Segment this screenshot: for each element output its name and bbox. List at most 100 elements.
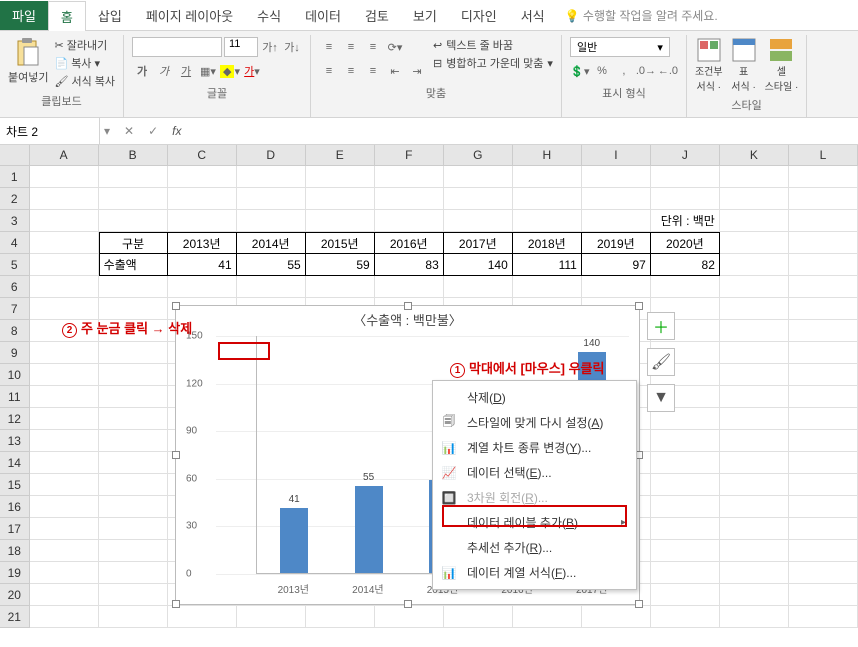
cell[interactable] (651, 188, 720, 210)
cell[interactable] (513, 606, 582, 628)
cell[interactable] (720, 166, 789, 188)
align-left[interactable]: ≡ (319, 61, 339, 81)
cell[interactable] (720, 364, 789, 386)
cell[interactable] (651, 562, 720, 584)
underline-button[interactable]: 가 (176, 61, 196, 81)
cell[interactable] (99, 364, 168, 386)
cell[interactable] (651, 496, 720, 518)
cell[interactable] (513, 166, 582, 188)
increase-font-button[interactable]: 가↑ (260, 37, 280, 57)
cell[interactable] (168, 606, 237, 628)
cell[interactable] (720, 232, 789, 254)
cell[interactable] (789, 430, 858, 452)
cell[interactable] (99, 518, 168, 540)
row-header[interactable]: 5 (0, 254, 30, 276)
bar[interactable]: 41 (280, 508, 308, 573)
cell[interactable] (651, 606, 720, 628)
row-header[interactable]: 4 (0, 232, 30, 254)
cell[interactable] (306, 188, 375, 210)
decrease-decimal[interactable]: ←.0 (658, 61, 678, 81)
cell[interactable] (99, 408, 168, 430)
cell[interactable] (375, 276, 444, 298)
cell[interactable] (30, 474, 99, 496)
cell[interactable]: 2014년 (237, 232, 306, 254)
row-header[interactable]: 7 (0, 298, 30, 320)
cell[interactable] (789, 408, 858, 430)
cell[interactable] (30, 452, 99, 474)
cell[interactable]: 97 (582, 254, 651, 276)
cell[interactable] (375, 188, 444, 210)
cell[interactable] (30, 254, 99, 276)
cell[interactable] (30, 606, 99, 628)
border-button[interactable]: ▦▾ (198, 61, 218, 81)
cell[interactable] (30, 298, 99, 320)
resize-handle[interactable] (172, 302, 180, 310)
align-right[interactable]: ≡ (363, 61, 383, 81)
merge-center-button[interactable]: ⊟병합하고 가운데 맞춤 ▾ (433, 55, 553, 71)
cell[interactable] (237, 276, 306, 298)
row-header[interactable]: 9 (0, 342, 30, 364)
table-format-button[interactable]: 표 서식 · (731, 37, 757, 93)
cell[interactable] (99, 584, 168, 606)
tab-insert[interactable]: 삽입 (86, 1, 134, 30)
tab-formula[interactable]: 수식 (245, 1, 293, 30)
col-header[interactable]: I (582, 145, 651, 165)
indent-dec[interactable]: ⇤ (385, 61, 405, 81)
cell[interactable] (375, 210, 444, 232)
cell[interactable] (30, 386, 99, 408)
cell[interactable] (99, 474, 168, 496)
cell[interactable] (99, 276, 168, 298)
cell[interactable] (99, 386, 168, 408)
ctx-reset-style[interactable]: 🗐스타일에 맞게 다시 설정(A) (433, 410, 636, 435)
fx-icon[interactable]: fx (172, 124, 181, 138)
ctx-format-series[interactable]: 📊데이터 계열 서식(F)... (433, 560, 636, 585)
cell[interactable] (237, 210, 306, 232)
tab-review[interactable]: 검토 (353, 1, 401, 30)
cell[interactable]: 2020년 (651, 232, 720, 254)
cell[interactable]: 2016년 (375, 232, 444, 254)
row-header[interactable]: 21 (0, 606, 30, 628)
cell[interactable] (444, 606, 513, 628)
cell[interactable]: 2017년 (444, 232, 513, 254)
cell[interactable] (99, 342, 168, 364)
ctx-select-data[interactable]: 📈데이터 선택(E)... (433, 460, 636, 485)
cell[interactable] (720, 408, 789, 430)
row-header[interactable]: 12 (0, 408, 30, 430)
col-header[interactable]: J (651, 145, 720, 165)
col-header[interactable]: C (168, 145, 237, 165)
cell[interactable] (720, 188, 789, 210)
cell[interactable] (99, 452, 168, 474)
col-header[interactable]: D (237, 145, 306, 165)
cell[interactable] (789, 166, 858, 188)
cell[interactable] (789, 606, 858, 628)
tab-page-layout[interactable]: 페이지 레이아웃 (134, 1, 245, 30)
cell[interactable] (30, 540, 99, 562)
percent-button[interactable]: % (592, 61, 612, 81)
col-header[interactable]: F (375, 145, 444, 165)
cell[interactable] (789, 298, 858, 320)
cell[interactable] (99, 496, 168, 518)
cell[interactable] (789, 254, 858, 276)
cell[interactable] (651, 540, 720, 562)
cell[interactable] (513, 188, 582, 210)
cell[interactable] (789, 342, 858, 364)
col-header[interactable]: H (513, 145, 582, 165)
col-header[interactable]: E (306, 145, 375, 165)
cell[interactable]: 55 (237, 254, 306, 276)
align-bottom[interactable]: ≡ (363, 37, 383, 57)
cell[interactable] (168, 166, 237, 188)
cell[interactable] (720, 496, 789, 518)
chart-elements-button[interactable]: ＋ (647, 312, 675, 340)
bold-button[interactable]: 가 (132, 61, 152, 81)
col-header[interactable]: B (99, 145, 168, 165)
cell[interactable] (582, 188, 651, 210)
row-header[interactable]: 17 (0, 518, 30, 540)
cell[interactable] (30, 210, 99, 232)
ctx-change-chart-type[interactable]: 📊계열 차트 종류 변경(Y)... (433, 435, 636, 460)
comma-button[interactable]: , (614, 61, 634, 81)
cell[interactable] (30, 364, 99, 386)
cell[interactable] (306, 166, 375, 188)
select-all-corner[interactable] (0, 145, 30, 165)
col-header[interactable]: A (30, 145, 99, 165)
row-header[interactable]: 14 (0, 452, 30, 474)
